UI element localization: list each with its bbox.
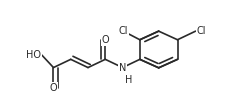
Text: N: N bbox=[119, 63, 126, 73]
Text: HO: HO bbox=[26, 50, 41, 60]
Text: O: O bbox=[50, 83, 57, 93]
Text: H: H bbox=[125, 75, 133, 85]
Text: O: O bbox=[101, 35, 109, 45]
Text: Cl: Cl bbox=[119, 26, 128, 36]
Text: Cl: Cl bbox=[196, 26, 206, 36]
